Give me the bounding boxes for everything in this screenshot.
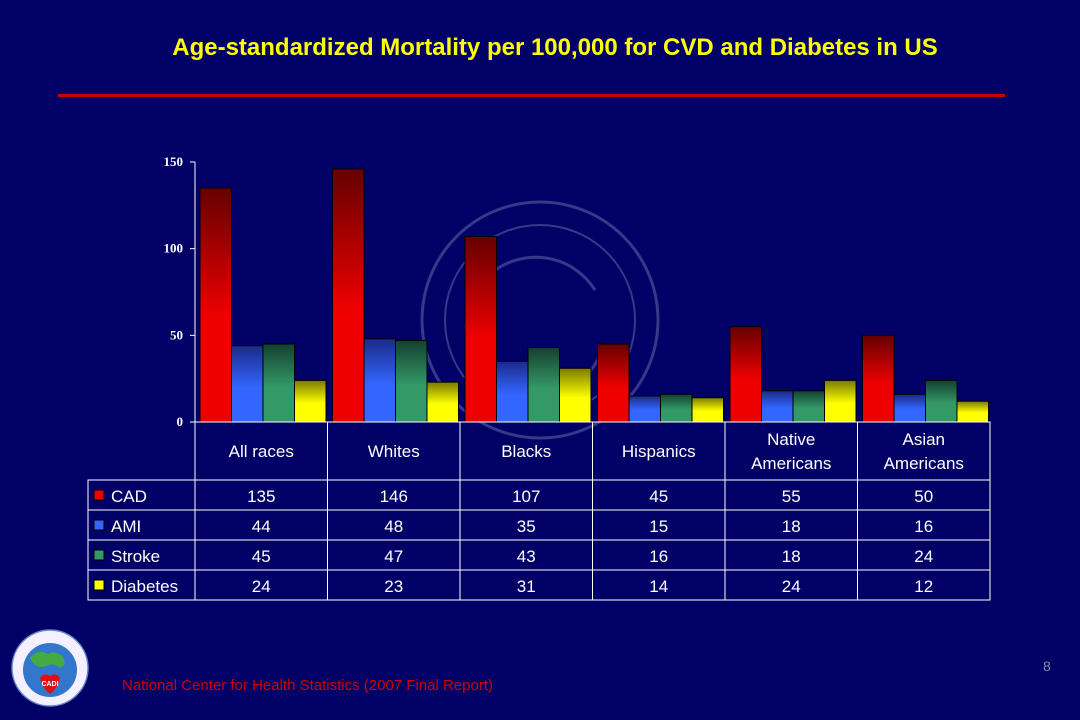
y-tick-label: 0 — [177, 414, 184, 429]
bar-stroke-2 — [527, 346, 560, 423]
bar-stroke-3 — [660, 393, 693, 423]
bar-stroke-0 — [262, 343, 295, 423]
slide-title: Age-standardized Mortality per 100,000 f… — [172, 34, 938, 61]
category-label-4: Native — [767, 430, 815, 449]
category-label-5: Americans — [884, 454, 964, 473]
legend-label-ami: AMI — [111, 517, 141, 536]
bar-diabetes-5 — [956, 400, 989, 423]
category-label-2: Blacks — [501, 442, 551, 461]
data-label-stroke-1: 47 — [384, 547, 403, 566]
data-label-ami-4: 18 — [782, 517, 801, 536]
legend-label-diabetes: Diabetes — [111, 577, 178, 596]
legend-swatch-ami — [93, 519, 105, 531]
bar-cad-0 — [199, 187, 232, 423]
data-label-diabetes-1: 23 — [384, 577, 403, 596]
bar-cad-3 — [597, 343, 630, 423]
y-tick-label: 50 — [170, 327, 183, 342]
bar-ami-5 — [893, 393, 926, 423]
data-label-ami-0: 44 — [252, 517, 271, 536]
data-label-cad-4: 55 — [782, 487, 801, 506]
data-label-ami-5: 16 — [914, 517, 933, 536]
bar-ami-4 — [761, 390, 794, 423]
bar-stroke-1 — [395, 340, 428, 423]
legend-swatch-cad — [93, 489, 105, 501]
data-label-cad-0: 135 — [247, 487, 275, 506]
category-label-3: Hispanics — [622, 442, 696, 461]
data-label-ami-2: 35 — [517, 517, 536, 536]
bar-diabetes-2 — [559, 367, 592, 423]
svg-text:CADI: CADI — [41, 681, 58, 688]
data-label-cad-2: 107 — [512, 487, 540, 506]
bar-diabetes-1 — [426, 381, 459, 423]
data-label-diabetes-0: 24 — [252, 577, 271, 596]
bar-stroke-4 — [792, 390, 825, 423]
data-label-ami-1: 48 — [384, 517, 403, 536]
data-label-stroke-3: 16 — [649, 547, 668, 566]
bar-stroke-5 — [925, 379, 958, 423]
bar-cad-2 — [464, 236, 497, 423]
source-citation: National Center for Health Statistics (2… — [122, 677, 494, 694]
data-label-cad-3: 45 — [649, 487, 668, 506]
data-label-stroke-0: 45 — [252, 547, 271, 566]
y-tick-label: 150 — [164, 154, 184, 169]
bar-diabetes-3 — [691, 397, 724, 423]
bar-cad-1 — [332, 168, 365, 423]
page-number: 8 — [1043, 658, 1051, 674]
bar-diabetes-4 — [824, 379, 857, 423]
data-label-stroke-4: 18 — [782, 547, 801, 566]
bar-cad-4 — [729, 326, 762, 423]
category-label-5: Asian — [902, 430, 945, 449]
data-label-stroke-5: 24 — [914, 547, 933, 566]
cadi-logo: CADI — [11, 629, 89, 707]
data-label-diabetes-4: 24 — [782, 577, 801, 596]
data-label-diabetes-5: 12 — [914, 577, 933, 596]
data-label-diabetes-3: 14 — [649, 577, 668, 596]
data-label-stroke-2: 43 — [517, 547, 536, 566]
bar-ami-2 — [496, 360, 529, 423]
bar-cad-5 — [862, 334, 895, 423]
category-label-1: Whites — [368, 442, 420, 461]
bar-ami-1 — [363, 338, 396, 423]
bar-ami-3 — [628, 395, 661, 423]
legend-swatch-stroke — [93, 549, 105, 561]
category-label-4: Americans — [751, 454, 831, 473]
legend-label-cad: CAD — [111, 487, 147, 506]
bar-ami-0 — [231, 345, 264, 423]
title-underline — [58, 94, 1005, 97]
data-label-ami-3: 15 — [649, 517, 668, 536]
category-label-0: All races — [229, 442, 294, 461]
bar-diabetes-0 — [294, 379, 327, 423]
y-tick-label: 100 — [164, 241, 184, 256]
data-label-cad-1: 146 — [380, 487, 408, 506]
data-label-diabetes-2: 31 — [517, 577, 536, 596]
legend-label-stroke: Stroke — [111, 547, 160, 566]
data-label-cad-5: 50 — [914, 487, 933, 506]
legend-swatch-diabetes — [93, 579, 105, 591]
